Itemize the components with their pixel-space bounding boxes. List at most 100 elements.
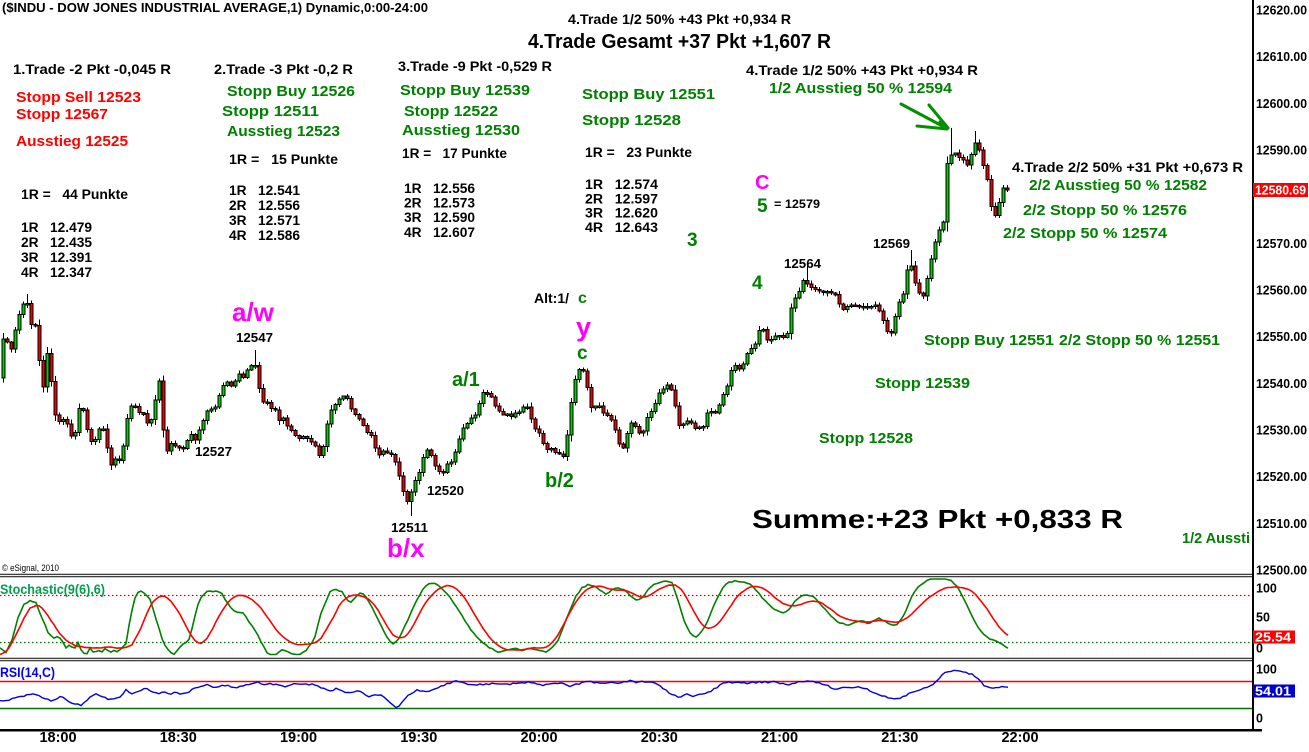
svg-text:1R = 15 Punkte: 1R = 15 Punkte — [229, 152, 339, 167]
svg-text:Stopp 12528: Stopp 12528 — [582, 112, 681, 129]
svg-text:12547: 12547 — [236, 330, 273, 345]
svg-text:Stopp Buy 12551: Stopp Buy 12551 — [582, 86, 715, 103]
svg-text:c: c — [578, 290, 587, 307]
svg-text:a/w: a/w — [232, 297, 275, 327]
svg-text:© eSignal, 2010: © eSignal, 2010 — [2, 563, 59, 573]
svg-text:Ausstieg 12523: Ausstieg 12523 — [227, 123, 340, 140]
svg-text:Ausstieg 12525: Ausstieg 12525 — [16, 133, 128, 150]
svg-text:Stopp Sell 12523: Stopp Sell 12523 — [16, 89, 141, 106]
svg-text:12550.00: 12550.00 — [1256, 330, 1307, 344]
svg-text:Stopp 12522: Stopp 12522 — [404, 103, 498, 120]
svg-text:12570.00: 12570.00 — [1256, 237, 1307, 251]
svg-text:($INDU - DOW JONES INDUSTRIAL: ($INDU - DOW JONES INDUSTRIAL AVERAGE,1)… — [2, 0, 428, 15]
svg-text:4: 4 — [752, 273, 763, 294]
svg-text:19:00: 19:00 — [280, 730, 317, 746]
svg-text:Summe:+23 Pkt +0,833 R: Summe:+23 Pkt +0,833 R — [752, 504, 1123, 534]
svg-text:3R 12.620: 3R 12.620 — [585, 206, 658, 221]
svg-text:100: 100 — [1256, 582, 1277, 596]
svg-text:12600.00: 12600.00 — [1256, 97, 1307, 111]
svg-text:Stopp 12567: Stopp 12567 — [16, 106, 108, 123]
svg-text:y: y — [576, 312, 591, 342]
svg-text:5: 5 — [757, 196, 768, 217]
svg-text:22:00: 22:00 — [1001, 730, 1038, 746]
svg-text:2R 12.597: 2R 12.597 — [585, 191, 658, 206]
svg-text:12540.00: 12540.00 — [1256, 377, 1307, 391]
svg-text:12530.00: 12530.00 — [1256, 424, 1307, 438]
svg-text:Ausstieg 12530: Ausstieg 12530 — [402, 122, 520, 139]
svg-text:25.54: 25.54 — [1255, 631, 1291, 645]
svg-text:Stochastic(9(6),6): Stochastic(9(6),6) — [0, 582, 105, 597]
svg-text:12580.69: 12580.69 — [1255, 184, 1306, 198]
svg-text:4.Trade 1/2 50% +43 Pkt +0,934: 4.Trade 1/2 50% +43 Pkt +0,934 R — [568, 11, 791, 27]
svg-text:12620.00: 12620.00 — [1256, 4, 1307, 18]
svg-text:2R 12.435: 2R 12.435 — [21, 235, 92, 250]
svg-text:C: C — [755, 172, 769, 194]
svg-text:12511: 12511 — [391, 520, 428, 535]
svg-text:1R = 23 Punkte: 1R = 23 Punkte — [585, 145, 693, 160]
svg-text:1R = 44 Punkte: 1R = 44 Punkte — [21, 187, 129, 202]
svg-text:1R 12.574: 1R 12.574 — [585, 177, 659, 192]
svg-text:12500.00: 12500.00 — [1256, 564, 1307, 578]
svg-text:3R 12.391: 3R 12.391 — [21, 250, 92, 265]
svg-text:100: 100 — [1256, 663, 1277, 677]
svg-text:2R 12.573: 2R 12.573 — [404, 196, 475, 211]
svg-text:Stopp Buy 12539: Stopp Buy 12539 — [400, 82, 530, 99]
svg-text:a/1: a/1 — [452, 369, 480, 391]
svg-text:Stopp 12528: Stopp 12528 — [819, 430, 913, 447]
svg-text:Stopp 12511: Stopp 12511 — [222, 103, 319, 120]
svg-text:1/2 Aussti: 1/2 Aussti — [1182, 530, 1250, 547]
svg-text:12569: 12569 — [873, 236, 910, 251]
svg-text:1.Trade -2 Pkt -0,045 R: 1.Trade -2 Pkt -0,045 R — [13, 61, 171, 77]
svg-text:2.Trade -3 Pkt -0,2 R: 2.Trade -3 Pkt -0,2 R — [214, 61, 353, 77]
svg-text:3R 12.590: 3R 12.590 — [404, 210, 475, 225]
svg-text:18:30: 18:30 — [160, 730, 197, 746]
svg-text:Alt:1/: Alt:1/ — [534, 290, 569, 306]
svg-text:Stopp Buy 12551: Stopp Buy 12551 — [924, 332, 1054, 349]
svg-text:54.01: 54.01 — [1255, 685, 1291, 699]
svg-text:2R 12.556: 2R 12.556 — [229, 198, 300, 213]
svg-text:4R 12.643: 4R 12.643 — [585, 220, 659, 235]
svg-text:12590.00: 12590.00 — [1256, 144, 1307, 158]
svg-text:1R = 17 Punkte: 1R = 17 Punkte — [402, 146, 507, 161]
svg-text:1R 12.541: 1R 12.541 — [229, 183, 300, 198]
svg-text:1/2 Ausstieg 50 % 12594: 1/2 Ausstieg 50 % 12594 — [769, 80, 953, 97]
svg-text:12560.00: 12560.00 — [1256, 284, 1307, 298]
svg-text:21:30: 21:30 — [881, 730, 918, 746]
svg-text:0: 0 — [1256, 642, 1263, 656]
svg-text:4.Trade Gesamt +37 Pkt +1,607: 4.Trade Gesamt +37 Pkt +1,607 R — [528, 30, 831, 53]
svg-text:Stopp 12539: Stopp 12539 — [875, 375, 970, 392]
svg-text:RSI(14,C): RSI(14,C) — [0, 665, 55, 680]
svg-text:1R 12.556: 1R 12.556 — [404, 181, 475, 196]
svg-text:b/x: b/x — [387, 533, 425, 563]
svg-text:21:00: 21:00 — [761, 730, 798, 746]
svg-text:12527: 12527 — [195, 444, 232, 459]
svg-text:20:00: 20:00 — [520, 730, 557, 746]
svg-text:12564: 12564 — [784, 256, 822, 271]
svg-text:2/2 Stopp 50 % 12574: 2/2 Stopp 50 % 12574 — [1003, 225, 1168, 242]
svg-text:b/2: b/2 — [545, 470, 574, 492]
svg-text:12520.00: 12520.00 — [1256, 470, 1307, 484]
svg-text:0: 0 — [1256, 712, 1263, 726]
svg-text:1R 12.479: 1R 12.479 — [21, 220, 92, 235]
svg-text:4.Trade 1/2 50% +43 Pkt +0,934: 4.Trade 1/2 50% +43 Pkt +0,934 R — [746, 62, 978, 78]
svg-text:3: 3 — [687, 230, 698, 251]
svg-text:12520: 12520 — [427, 483, 464, 498]
svg-text:19:30: 19:30 — [400, 730, 437, 746]
svg-text:Stopp Buy 12526: Stopp Buy 12526 — [227, 83, 355, 100]
svg-text:4R 12.586: 4R 12.586 — [229, 228, 300, 243]
svg-text:50: 50 — [1256, 611, 1270, 625]
svg-text:12610.00: 12610.00 — [1256, 50, 1307, 64]
svg-text:2/2 Stopp 50 % 12551: 2/2 Stopp 50 % 12551 — [1059, 332, 1220, 349]
svg-text:3R 12.571: 3R 12.571 — [229, 213, 300, 228]
svg-text:18:00: 18:00 — [39, 730, 76, 746]
svg-text:4R 12.607: 4R 12.607 — [404, 225, 475, 240]
svg-text:3.Trade -9 Pkt -0,529 R: 3.Trade -9 Pkt -0,529 R — [398, 58, 552, 74]
svg-text:2/2 Stopp 50 % 12576: 2/2 Stopp 50 % 12576 — [1023, 202, 1187, 219]
svg-text:c: c — [577, 343, 588, 364]
svg-text:= 12579: = 12579 — [774, 197, 820, 211]
svg-text:4.Trade 2/2 50% +31 Pkt +0,673: 4.Trade 2/2 50% +31 Pkt +0,673 R — [1012, 159, 1243, 175]
svg-text:2/2 Ausstieg 50 % 12582: 2/2 Ausstieg 50 % 12582 — [1029, 177, 1207, 194]
svg-text:4R 12.347: 4R 12.347 — [21, 265, 92, 280]
svg-text:12510.00: 12510.00 — [1256, 517, 1307, 531]
svg-text:20:30: 20:30 — [641, 730, 678, 746]
